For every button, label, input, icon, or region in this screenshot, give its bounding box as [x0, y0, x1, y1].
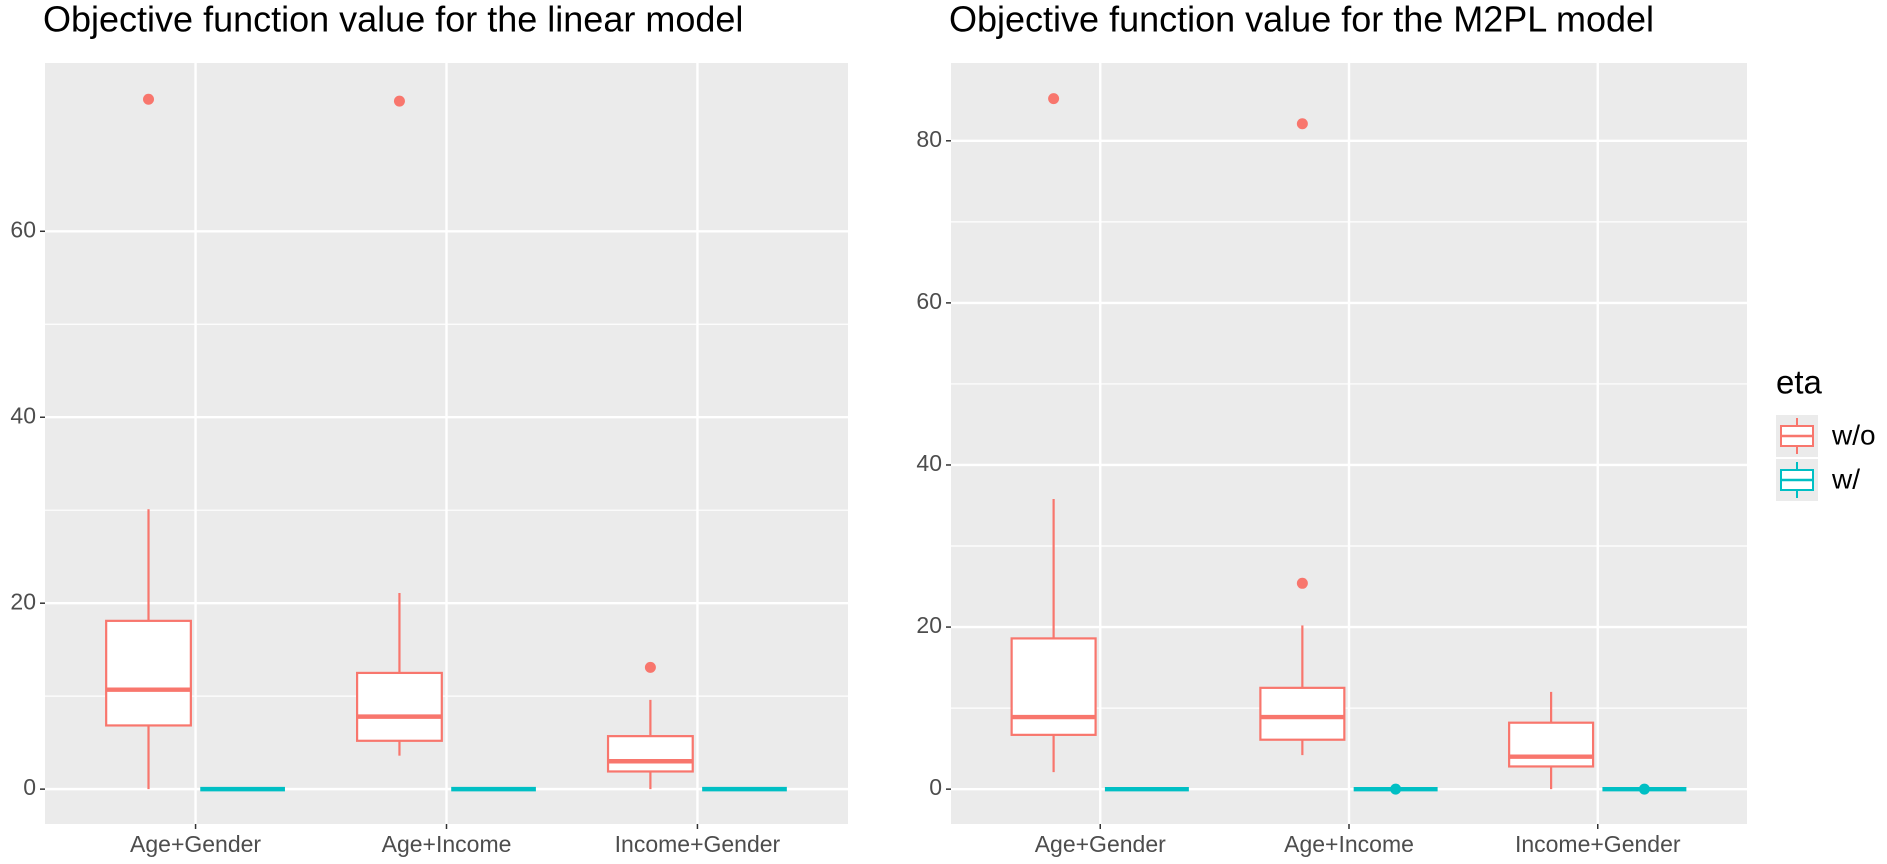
- x-tick-label: Age+Income: [382, 831, 512, 857]
- y-tick-label: 40: [10, 402, 36, 428]
- outlier: [1048, 93, 1060, 105]
- box: [356, 671, 443, 742]
- legend-label: w/o: [1831, 419, 1876, 450]
- y-tick-label: 20: [916, 612, 942, 638]
- y-tick-label: 60: [916, 288, 942, 314]
- y-tick-label: 0: [929, 774, 942, 800]
- chart-title: Objective function value for the linear …: [43, 0, 743, 40]
- x-tick-label: Income+Gender: [1515, 831, 1681, 857]
- box: [1010, 637, 1097, 736]
- outlier: [644, 661, 656, 673]
- x-tick-label: Age+Gender: [1035, 831, 1166, 857]
- outlier: [143, 93, 155, 105]
- x-tick-label: Income+Gender: [615, 831, 781, 857]
- x-tick-label: Age+Income: [1284, 831, 1414, 857]
- box: [1508, 721, 1595, 768]
- outlier: [1638, 783, 1650, 795]
- y-tick-label: 40: [916, 450, 942, 476]
- box: [105, 619, 192, 727]
- outlier: [1296, 118, 1308, 130]
- legend-label: w/: [1831, 463, 1860, 494]
- y-tick-label: 80: [916, 126, 942, 152]
- y-tick-label: 0: [23, 774, 36, 800]
- chart-title: Objective function value for the M2PL mo…: [949, 0, 1654, 40]
- y-tick-label: 60: [10, 216, 36, 242]
- box: [1259, 686, 1346, 741]
- outlier: [1296, 577, 1308, 589]
- y-tick-label: 20: [10, 588, 36, 614]
- box: [606, 735, 694, 773]
- legend-title: eta: [1776, 364, 1823, 401]
- outlier: [1390, 783, 1402, 795]
- x-tick-label: Age+Gender: [130, 831, 261, 857]
- outlier: [393, 95, 405, 107]
